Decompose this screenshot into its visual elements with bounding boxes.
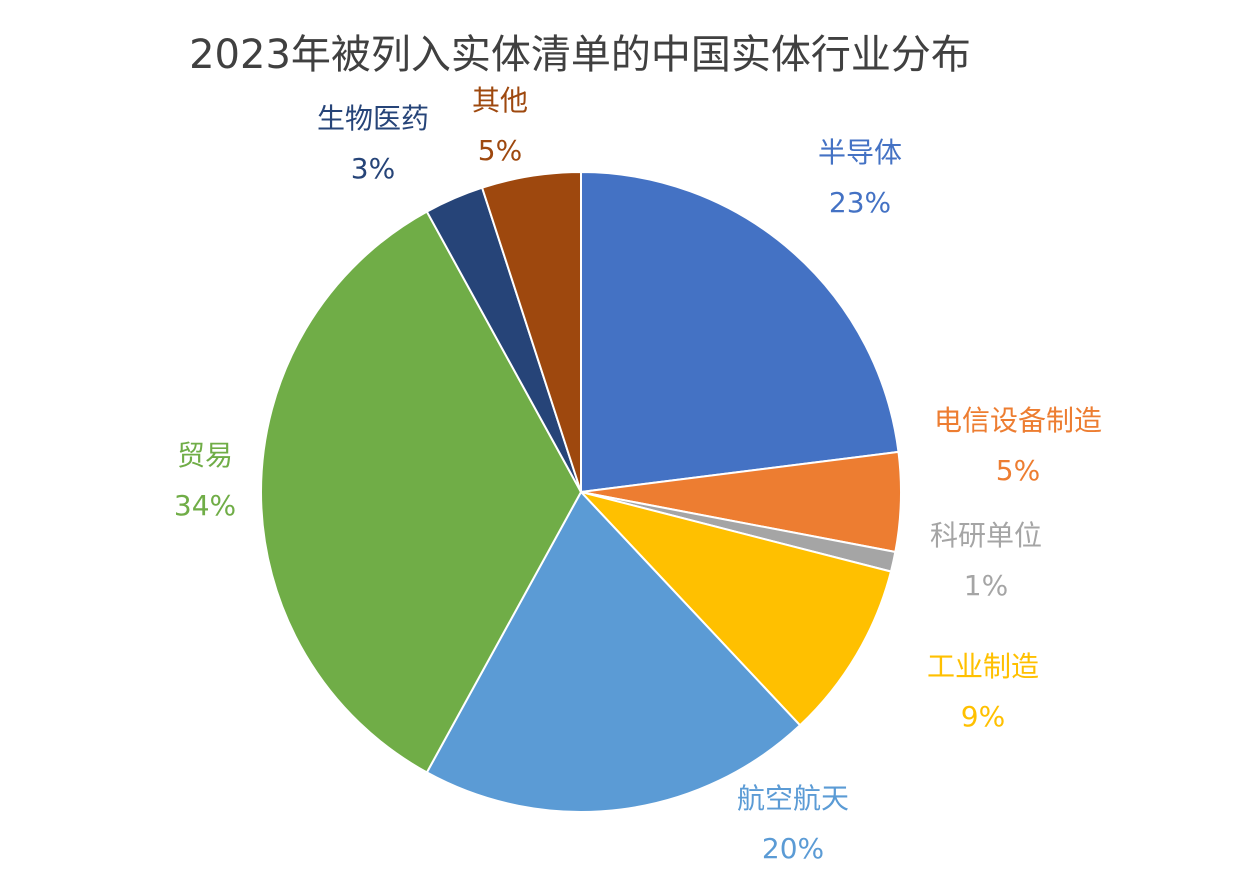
slice-value-3: 9% bbox=[961, 700, 1005, 733]
slice-label-0: 半导体 bbox=[818, 136, 902, 169]
slice-label-4: 航空航天 bbox=[737, 782, 849, 815]
slice-label-6: 生物医药 bbox=[317, 102, 429, 135]
slice-value-0: 23% bbox=[829, 186, 891, 219]
slice-value-4: 20% bbox=[762, 832, 824, 865]
slice-label-3: 工业制造 bbox=[927, 650, 1039, 683]
slice-value-2: 1% bbox=[964, 569, 1008, 602]
slice-value-7: 5% bbox=[478, 134, 522, 167]
pie-labels: 半导体 23% 电信设备制造 5% 科研单位 1% 工业制造 9% 航空航天 20% 贸易 34% 生物… bbox=[174, 84, 1102, 865]
slice-label-5: 贸易 bbox=[177, 439, 233, 472]
pie-slice-3 bbox=[577, 490, 893, 727]
pie-slices bbox=[259, 170, 902, 813]
slice-label-7: 其他 bbox=[472, 84, 528, 117]
slice-value-5: 34% bbox=[174, 489, 236, 522]
chart-title: 2023年被列入实体清单的中国实体行业分布 bbox=[189, 32, 971, 78]
slice-label-2: 科研单位 bbox=[930, 519, 1042, 552]
pie-slice-5 bbox=[259, 210, 583, 774]
pie-slice-7 bbox=[480, 170, 582, 493]
slice-label-1: 电信设备制造 bbox=[934, 404, 1102, 437]
pie-slice-0 bbox=[580, 170, 900, 494]
slice-value-1: 5% bbox=[996, 454, 1040, 487]
pie-slice-4 bbox=[425, 490, 802, 813]
slice-value-6: 3% bbox=[351, 152, 395, 185]
